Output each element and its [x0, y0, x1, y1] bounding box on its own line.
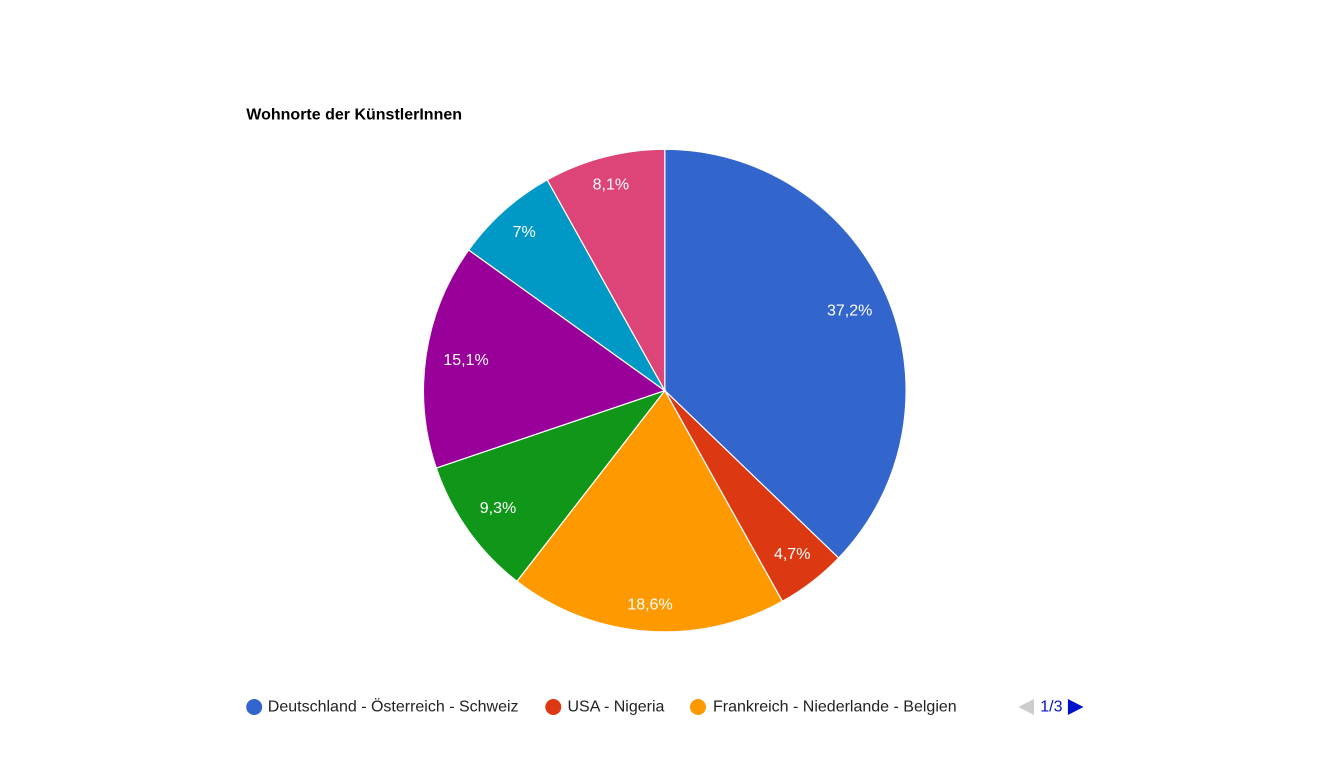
svg-text:8,1%: 8,1%	[593, 176, 629, 193]
svg-text:1/3: 1/3	[1040, 699, 1062, 716]
svg-text:18,6%: 18,6%	[627, 597, 672, 614]
svg-text:4,7%: 4,7%	[774, 546, 810, 563]
svg-text:37,2%: 37,2%	[827, 303, 872, 320]
svg-text:7%: 7%	[513, 224, 536, 241]
svg-text:9,3%: 9,3%	[480, 500, 516, 517]
svg-text:15,1%: 15,1%	[443, 352, 488, 369]
svg-text:Frankreich - Niederlande - Bel: Frankreich - Niederlande - Belgien	[713, 699, 957, 716]
svg-text:USA - Nigeria: USA - Nigeria	[568, 699, 665, 716]
svg-text:Deutschland - Österreich - Sch: Deutschland - Österreich - Schweiz	[268, 698, 519, 716]
svg-text:Wohnorte der KünstlerInnen: Wohnorte der KünstlerInnen	[246, 107, 462, 124]
